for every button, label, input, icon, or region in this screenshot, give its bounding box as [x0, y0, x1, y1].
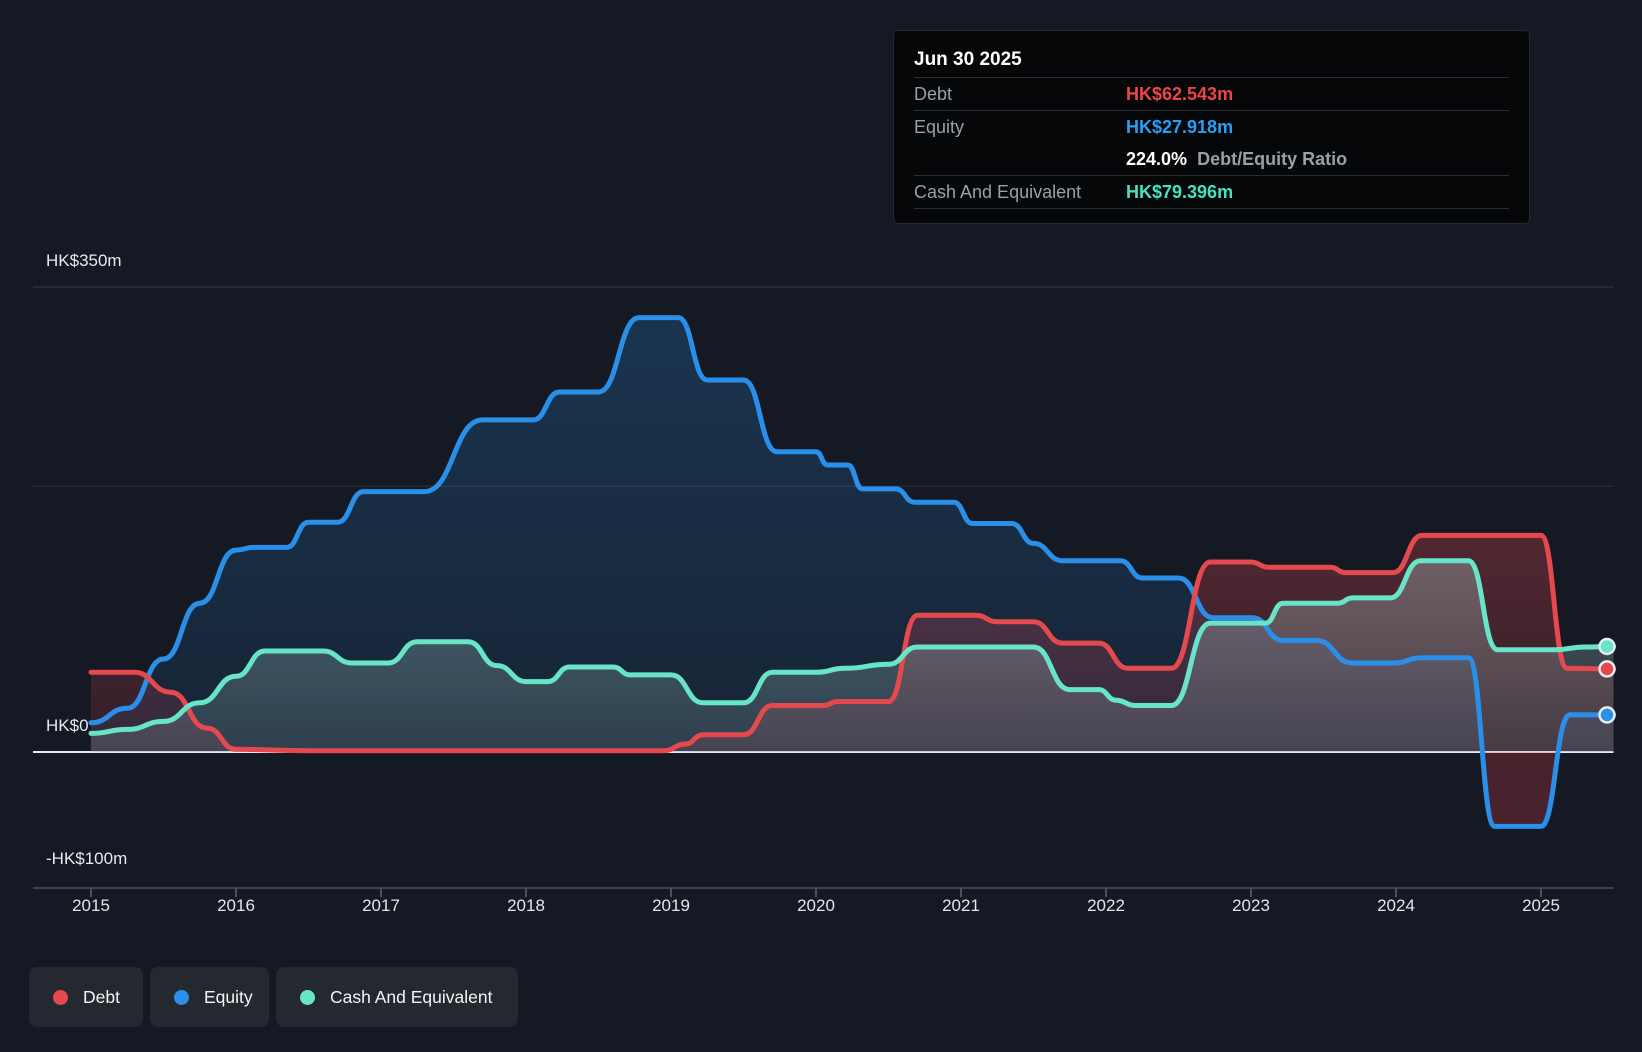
tooltip-cash-label: Cash And Equivalent [914, 181, 1082, 202]
x-axis-label: 2024 [1377, 896, 1415, 915]
x-axis-label: 2016 [217, 896, 255, 915]
tooltip-equity-value: HK$27.918m [1126, 116, 1234, 137]
equity-endpoint-dot [1598, 706, 1616, 724]
legend-debt-label: Debt [83, 986, 120, 1007]
tooltip-ratio-caption: Debt/Equity Ratio [1197, 148, 1348, 169]
debt-line [88, 532, 1616, 754]
x-axis-label: 2017 [362, 896, 400, 915]
legend-equity-label: Equity [204, 986, 253, 1007]
cash-endpoint-dot [1598, 637, 1616, 656]
tooltip-debt-value: HK$62.543m [1126, 83, 1234, 104]
x-axis-label: 2020 [797, 896, 835, 915]
legend-item-equity[interactable]: Equity [150, 967, 269, 1027]
x-axis-label: 2019 [652, 896, 690, 915]
y-axis-label: HK$350m [46, 251, 122, 270]
x-axis-label: 2023 [1232, 896, 1270, 915]
tooltip-divider [914, 77, 1509, 78]
cash-area [91, 560, 1614, 752]
x-axis-label: 2025 [1522, 896, 1560, 915]
legend-cash-label: Cash And Equivalent [330, 986, 493, 1007]
tooltip-equity-label: Equity [914, 116, 965, 137]
cash-dot-icon [300, 989, 315, 1005]
tooltip-date: Jun 30 2025 [914, 49, 1022, 70]
tooltip-divider [914, 175, 1509, 176]
tooltip-row-ratio: 224.0% Debt/Equity Ratio [914, 143, 1509, 175]
tooltip-divider [914, 110, 1509, 111]
tooltip-row-cash: Cash And Equivalent HK$79.396m [914, 176, 1509, 208]
tooltip-ratio: 224.0% Debt/Equity Ratio [1126, 149, 1347, 170]
y-axis-label: HK$0 [46, 716, 89, 735]
equity-dot-icon [174, 989, 189, 1005]
cash-line [88, 558, 1616, 736]
tooltip-row-equity: Equity HK$27.918m [914, 111, 1509, 143]
tooltip-divider [914, 208, 1509, 209]
debt-dot-icon [53, 989, 68, 1005]
tooltip-row-debt: Debt HK$62.543m [914, 78, 1509, 110]
equity-line [88, 315, 1616, 829]
x-axis-label: 2022 [1087, 896, 1125, 915]
y-axis-label: -HK$100m [46, 848, 128, 868]
chart-legend: Debt Equity Cash And Equivalent [29, 967, 518, 1027]
x-axis-label: 2015 [72, 896, 110, 915]
legend-item-cash[interactable]: Cash And Equivalent [276, 967, 518, 1027]
x-axis-label: 2018 [507, 896, 545, 915]
legend-item-debt[interactable]: Debt [29, 967, 143, 1027]
debt-endpoint-dot [1598, 660, 1616, 678]
tooltip-ratio-value: 224.0% [1126, 148, 1188, 169]
chart-tooltip: Jun 30 2025 Debt HK$62.543m Equity HK$27… [893, 30, 1530, 224]
tooltip-cash-value: HK$79.396m [1126, 181, 1234, 202]
x-axis-label: 2021 [942, 896, 980, 915]
tooltip-debt-label: Debt [914, 83, 953, 104]
